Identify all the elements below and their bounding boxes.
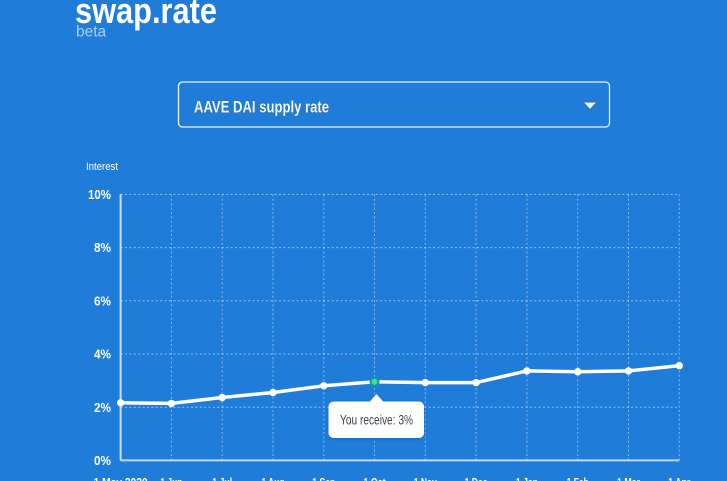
svg-text:Interest: Interest: [86, 161, 118, 173]
svg-text:You receive: 3%: You receive: 3%: [340, 412, 413, 428]
svg-text:1 May 2020: 1 May 2020: [94, 475, 148, 481]
svg-text:1 Feb: 1 Feb: [567, 475, 589, 481]
svg-text:1 Nov: 1 Nov: [414, 475, 437, 481]
svg-text:10%: 10%: [88, 187, 111, 202]
svg-text:8%: 8%: [94, 240, 111, 255]
svg-text:6%: 6%: [94, 293, 111, 308]
svg-text:AAVE DAI supply rate: AAVE DAI supply rate: [194, 97, 329, 116]
svg-text:1 Jun: 1 Jun: [160, 475, 182, 481]
svg-text:1 Sep: 1 Sep: [312, 475, 335, 481]
svg-text:2%: 2%: [94, 400, 111, 415]
svg-text:beta: beta: [76, 24, 107, 41]
svg-text:4%: 4%: [94, 347, 111, 362]
svg-text:1 Dec: 1 Dec: [465, 475, 488, 481]
svg-text:1 Aug: 1 Aug: [262, 475, 285, 481]
svg-text:swap.rate: swap.rate: [75, 0, 217, 31]
svg-text:1 Jan: 1 Jan: [516, 475, 538, 481]
svg-text:1 Oct: 1 Oct: [364, 475, 386, 481]
svg-text:1 Apr: 1 Apr: [668, 475, 690, 481]
svg-text:0%: 0%: [94, 453, 111, 468]
svg-text:1 Mar: 1 Mar: [617, 475, 640, 481]
svg-text:1 Jul: 1 Jul: [212, 475, 232, 481]
